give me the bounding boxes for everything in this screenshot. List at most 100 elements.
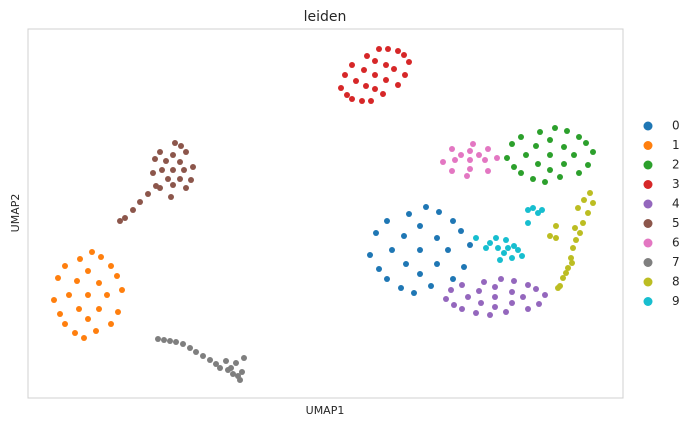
point bbox=[81, 335, 87, 341]
legend-label: 3 bbox=[672, 177, 680, 191]
point bbox=[481, 279, 487, 285]
point bbox=[114, 273, 120, 279]
point bbox=[547, 152, 553, 158]
point bbox=[62, 263, 68, 269]
point bbox=[525, 220, 531, 226]
point bbox=[51, 297, 57, 303]
point bbox=[487, 312, 493, 318]
point bbox=[398, 285, 404, 291]
point bbox=[190, 164, 196, 170]
point bbox=[494, 155, 500, 161]
point bbox=[585, 210, 591, 216]
point bbox=[170, 182, 176, 188]
point bbox=[555, 285, 561, 291]
point bbox=[553, 235, 559, 241]
point bbox=[470, 141, 476, 147]
point bbox=[417, 247, 423, 253]
point bbox=[376, 46, 382, 52]
point bbox=[153, 183, 159, 189]
point bbox=[440, 159, 446, 165]
point bbox=[449, 146, 455, 152]
point bbox=[159, 167, 165, 173]
legend-label: 2 bbox=[672, 158, 680, 172]
point bbox=[85, 292, 91, 298]
point bbox=[451, 302, 457, 308]
point bbox=[564, 128, 570, 134]
point bbox=[228, 365, 234, 371]
point bbox=[478, 300, 484, 306]
point bbox=[383, 62, 389, 68]
point bbox=[504, 155, 510, 161]
point bbox=[187, 345, 193, 351]
y-axis-label: UMAP2 bbox=[9, 194, 22, 233]
point bbox=[96, 306, 102, 312]
point bbox=[230, 371, 236, 377]
legend-label: 5 bbox=[672, 216, 680, 230]
point bbox=[96, 280, 102, 286]
point bbox=[237, 377, 243, 383]
point bbox=[519, 253, 525, 259]
point bbox=[104, 292, 110, 298]
point bbox=[515, 247, 521, 253]
point bbox=[66, 292, 72, 298]
point bbox=[77, 256, 83, 262]
point bbox=[505, 245, 511, 251]
point bbox=[580, 220, 586, 226]
legend-marker bbox=[643, 180, 653, 189]
point bbox=[509, 300, 515, 306]
point bbox=[476, 288, 482, 294]
point bbox=[498, 276, 504, 282]
point bbox=[569, 260, 575, 266]
point bbox=[536, 301, 542, 307]
point bbox=[122, 215, 128, 221]
point bbox=[583, 140, 589, 146]
point bbox=[361, 67, 367, 73]
point bbox=[511, 243, 517, 249]
point bbox=[533, 143, 539, 149]
point bbox=[535, 161, 541, 167]
point bbox=[467, 242, 473, 248]
point bbox=[391, 66, 397, 72]
point bbox=[417, 223, 423, 229]
point bbox=[473, 310, 479, 316]
point bbox=[525, 282, 531, 288]
point bbox=[383, 77, 389, 83]
point bbox=[130, 207, 136, 213]
point bbox=[576, 134, 582, 140]
point bbox=[170, 167, 176, 173]
point bbox=[239, 369, 245, 375]
point bbox=[483, 245, 489, 251]
point bbox=[85, 268, 91, 274]
point bbox=[372, 58, 378, 64]
legend-label: 6 bbox=[672, 236, 680, 250]
point bbox=[163, 158, 169, 164]
point bbox=[117, 218, 123, 224]
point bbox=[406, 59, 412, 65]
point bbox=[344, 92, 350, 98]
point bbox=[384, 218, 390, 224]
legend-label: 8 bbox=[672, 275, 680, 289]
legend-marker bbox=[643, 141, 653, 150]
point bbox=[461, 264, 467, 270]
point bbox=[530, 176, 536, 182]
legend-marker bbox=[643, 121, 653, 131]
point bbox=[98, 254, 104, 260]
legend-marker bbox=[643, 258, 653, 267]
point bbox=[497, 257, 503, 263]
point bbox=[449, 168, 455, 174]
point bbox=[492, 304, 498, 310]
point bbox=[523, 152, 529, 158]
point bbox=[445, 247, 451, 253]
point bbox=[552, 125, 558, 131]
point bbox=[74, 278, 80, 284]
point bbox=[542, 292, 548, 298]
point bbox=[150, 170, 156, 176]
point bbox=[183, 185, 189, 191]
legend-marker bbox=[643, 277, 653, 287]
point bbox=[557, 174, 563, 180]
point bbox=[467, 166, 473, 172]
point bbox=[547, 137, 553, 143]
legend-marker bbox=[643, 238, 653, 248]
point bbox=[373, 230, 379, 236]
